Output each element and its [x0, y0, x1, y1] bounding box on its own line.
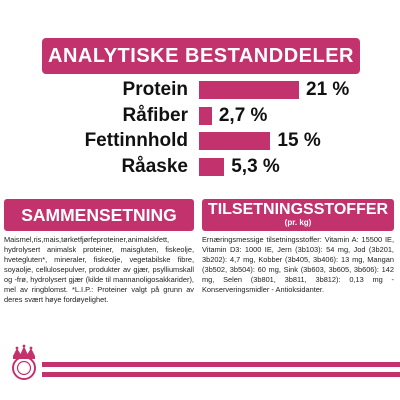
analysis-bar: [199, 132, 271, 150]
composition-heading: SAMMENSETNING: [21, 204, 177, 225]
analysis-bar: [199, 81, 299, 99]
analysis-row: Fettinnhold 15 %: [0, 127, 400, 155]
analysis-bar: [199, 158, 225, 176]
analysis-label: Råaske: [121, 156, 188, 177]
analysis-value: 5,3 %: [231, 156, 280, 177]
analysis-label: Protein: [122, 79, 188, 100]
additives-subheading: (pr. kg): [284, 218, 312, 227]
additives-text: Ernæringsmessige tilsetningsstoffer: Vit…: [202, 235, 394, 294]
royal-canin-crown-icon: [12, 344, 36, 380]
additives-heading: TILSETNINGSSTOFFER: [207, 201, 389, 218]
analysis-bar: [199, 107, 212, 125]
composition-text: Maismel,ris,mais,tørketfjørfeproteiner,a…: [4, 235, 194, 304]
analysis-value: 15 %: [277, 130, 321, 151]
analysis-row: Råfiber 2,7 %: [0, 102, 400, 130]
analysis-label: Råfiber: [122, 105, 188, 126]
footer-stripe-bottom: [42, 372, 400, 377]
analysis-label: Fettinnhold: [84, 130, 188, 151]
analysis-value: 21 %: [306, 79, 350, 100]
composition-header: SAMMENSETNING: [4, 199, 194, 231]
additives-header: TILSETNINGSSTOFFER (pr. kg): [202, 199, 394, 231]
analysis-row: Råaske 5,3 %: [0, 153, 400, 181]
analysis-value: 2,7 %: [218, 105, 268, 126]
footer-stripe-top: [42, 362, 400, 367]
title: ANALYTISKE BESTANDDELER: [48, 44, 354, 67]
title-banner: ANALYTISKE BESTANDDELER: [42, 38, 360, 74]
analysis-row: Protein 21 %: [0, 76, 400, 104]
